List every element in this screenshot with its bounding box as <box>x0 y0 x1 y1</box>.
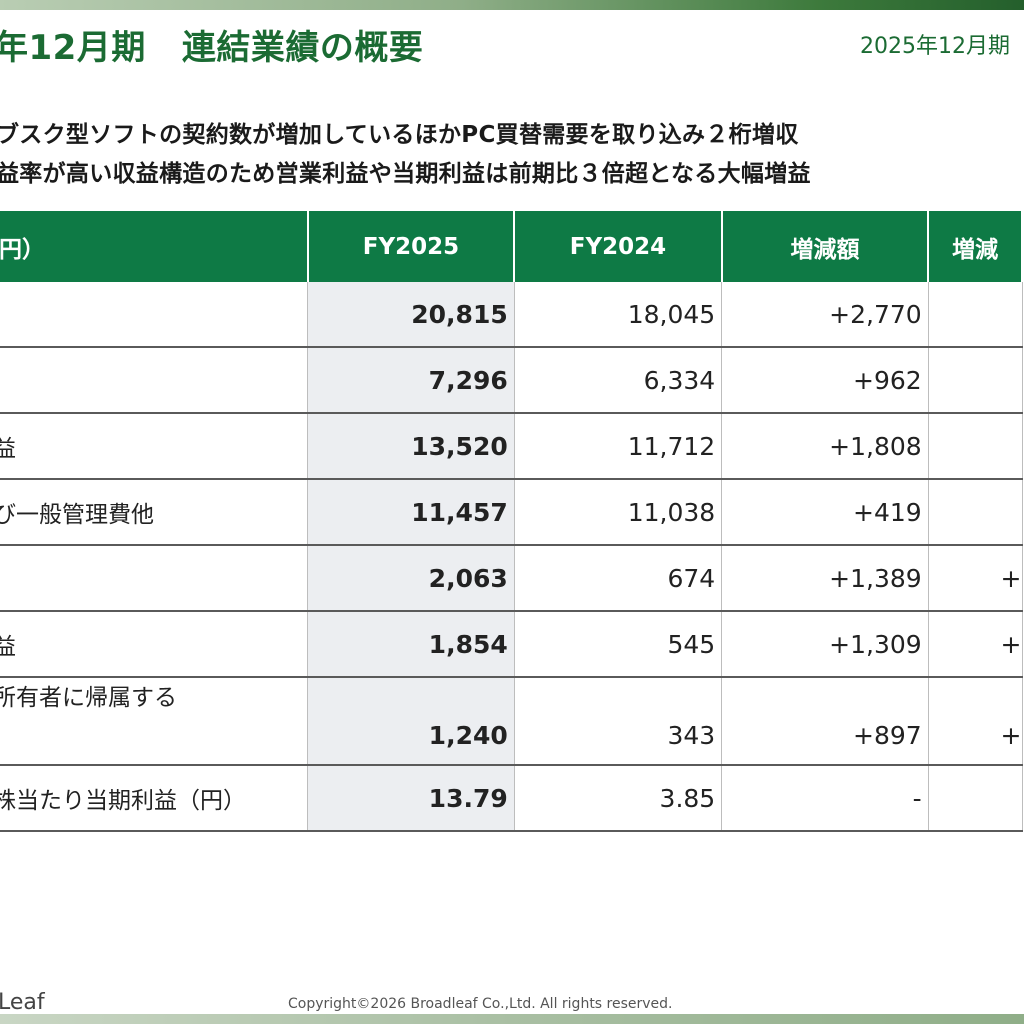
row-label: 所有者に帰属する <box>0 685 177 711</box>
cell-change-rate <box>928 282 1023 348</box>
company-logo: Leaf <box>0 990 45 1015</box>
table-row: 株当たり当期利益（円） 13.79 3.85 - <box>0 765 1023 832</box>
cell-change-rate <box>928 347 1023 414</box>
cell-fy2024: 343 <box>514 677 723 766</box>
row-label: 株当たり当期利益（円） <box>0 788 246 814</box>
cell-fy2025: 7,296 <box>307 347 515 414</box>
cell-change-rate: + <box>928 545 1023 612</box>
cell-change-rate <box>928 479 1023 546</box>
cell-change: +1,389 <box>721 545 929 612</box>
title-period: 年12月期 <box>0 28 146 68</box>
copyright-notice: Copyright©2026 Broadleaf Co.,Ltd. All ri… <box>288 996 673 1012</box>
header-change: 増減額 <box>721 211 930 282</box>
cell-change: +419 <box>721 479 929 546</box>
cell-change: +1,309 <box>721 611 929 678</box>
cell-change: +897 <box>721 677 929 766</box>
cell-fy2025: 20,815 <box>307 282 515 348</box>
cell-fy2024: 674 <box>514 545 723 612</box>
top-accent-bar <box>0 0 1024 10</box>
table-row: 所有者に帰属する 1,240 343 +897 + <box>0 677 1023 766</box>
bottom-accent-bar <box>0 1014 1024 1024</box>
cell-fy2025: 13,520 <box>307 413 515 480</box>
cell-change-rate: + <box>928 677 1023 766</box>
cell-fy2024: 11,038 <box>514 479 723 546</box>
table-row: び一般管理費他 11,457 11,038 +419 <box>0 479 1023 546</box>
cell-fy2025: 11,457 <box>307 479 515 546</box>
header-fy2025: FY2025 <box>307 211 516 282</box>
results-table: 円） FY2025 FY2024 増減額 増減 20,815 18,045 +2… <box>0 211 1023 832</box>
cell-change: +2,770 <box>721 282 929 348</box>
row-label: び一般管理費他 <box>0 502 154 528</box>
row-label: 益 <box>0 436 16 462</box>
cell-fy2024: 18,045 <box>514 282 723 348</box>
cell-fy2024: 6,334 <box>514 347 723 414</box>
cell-fy2024: 3.85 <box>514 765 723 832</box>
cell-fy2025: 13.79 <box>307 765 515 832</box>
summary-line-2: 益率が高い収益構造のため営業利益や当期利益は前期比３倍超となる大幅増益 <box>0 161 811 187</box>
header-fy2024: FY2024 <box>514 211 723 282</box>
table-header-row: 円） FY2025 FY2024 増減額 増減 <box>0 211 1023 282</box>
header-item: 円） <box>0 211 309 282</box>
cell-change-rate: + <box>928 611 1023 678</box>
page-title: 年12月期 連結業績の概要 <box>0 20 423 69</box>
table-row: 益 1,854 545 +1,309 + <box>0 611 1023 678</box>
summary-line-1: ブスク型ソフトの契約数が増加しているほかPC買替需要を取り込み２桁増収 <box>0 122 799 148</box>
title-subject: 連結業績の概要 <box>181 28 424 68</box>
cell-fy2025: 1,240 <box>307 677 515 766</box>
header-change-rate: 増減 <box>928 211 1023 282</box>
cell-fy2025: 2,063 <box>307 545 515 612</box>
cell-fy2024: 545 <box>514 611 723 678</box>
table-row: 益 13,520 11,712 +1,808 <box>0 413 1023 480</box>
table-row: 7,296 6,334 +962 <box>0 347 1023 414</box>
cell-change: +962 <box>721 347 929 414</box>
row-label: 益 <box>0 634 16 660</box>
cell-fy2025: 1,854 <box>307 611 515 678</box>
table-row: 2,063 674 +1,389 + <box>0 545 1023 612</box>
cell-fy2024: 11,712 <box>514 413 723 480</box>
table-row: 20,815 18,045 +2,770 <box>0 282 1023 348</box>
cell-change: - <box>721 765 929 832</box>
cell-change: +1,808 <box>721 413 929 480</box>
cell-change-rate <box>928 413 1023 480</box>
cell-change-rate <box>928 765 1023 832</box>
period-label: 2025年12月期 <box>860 34 1010 59</box>
